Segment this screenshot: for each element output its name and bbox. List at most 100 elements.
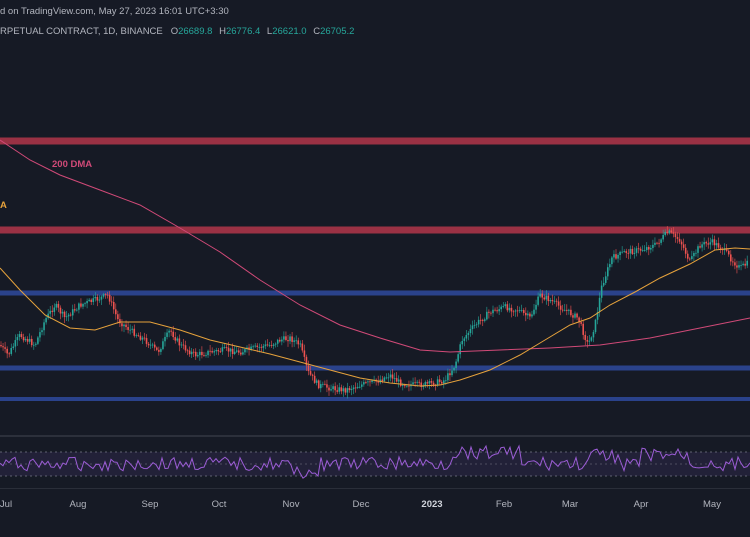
candle-body — [10, 347, 13, 354]
candle-body — [742, 263, 744, 266]
candle-body — [244, 349, 246, 353]
candle-body — [344, 388, 347, 393]
dma50-label-fragment: A — [0, 200, 7, 211]
candle-body — [611, 257, 613, 265]
candle-body — [701, 244, 703, 248]
candle-body — [486, 311, 488, 320]
candle-body — [96, 296, 99, 301]
candle-body — [393, 378, 396, 379]
candle-body — [324, 383, 326, 385]
candle-body — [744, 263, 746, 266]
candle-body — [432, 382, 435, 386]
candle-body — [8, 353, 10, 355]
candle-body — [746, 260, 748, 266]
candle-body — [240, 352, 242, 355]
candle-body — [279, 339, 281, 342]
candle-body — [192, 351, 195, 353]
candle-body — [172, 331, 174, 338]
candle-body — [250, 346, 252, 350]
candle-body — [436, 379, 439, 386]
candle-body — [137, 335, 140, 337]
candle-body — [86, 301, 88, 304]
candle-body — [594, 319, 597, 333]
candle-body — [645, 247, 648, 251]
candle-body — [61, 311, 64, 314]
candle-body — [422, 386, 425, 387]
close-value: 26705.2 — [320, 26, 355, 37]
candle-body — [336, 390, 338, 392]
candle-body — [129, 329, 131, 331]
candle-body — [283, 336, 285, 340]
candle-body — [520, 310, 523, 311]
candle-body — [51, 310, 54, 312]
candle-body — [256, 345, 259, 348]
tick-2023: 2023 — [421, 499, 443, 510]
candle-body — [559, 305, 562, 310]
rsi-line — [0, 444, 750, 479]
candle-body — [672, 232, 675, 234]
candle-body — [74, 309, 76, 311]
high-value: 26776.4 — [225, 26, 261, 37]
candle-body — [322, 383, 324, 385]
tick-jul: Jul — [0, 499, 13, 510]
candle-body — [719, 247, 722, 249]
candle-body — [131, 328, 133, 330]
candle-body — [252, 346, 254, 348]
candle-body — [689, 258, 691, 260]
candle-body — [254, 345, 256, 347]
candle-body — [317, 380, 320, 389]
candle-body — [14, 340, 17, 347]
publish-info: d on TradingView.com, May 27, 2023 16:01… — [0, 6, 229, 17]
candle-body — [418, 381, 420, 383]
candle-body — [287, 340, 289, 342]
candle-body — [539, 293, 541, 297]
candle-body — [12, 346, 15, 348]
candle-body — [707, 243, 710, 245]
candle-body — [35, 343, 37, 345]
candle-body — [211, 351, 213, 353]
candle-body — [531, 314, 533, 317]
candle-body — [592, 332, 595, 338]
candle-body — [121, 323, 123, 327]
candle-body — [328, 387, 330, 391]
candle-body — [367, 381, 369, 383]
candle-body — [229, 348, 232, 352]
candle-body — [108, 294, 111, 302]
low-label: L — [266, 26, 273, 37]
candle-body — [78, 303, 80, 310]
candle-body — [88, 299, 90, 302]
candle-body — [80, 303, 82, 307]
candle-body — [648, 247, 650, 250]
candle-body — [471, 325, 474, 330]
candle-body — [24, 339, 27, 341]
candle-body — [28, 338, 31, 342]
candle-body — [508, 307, 511, 311]
support-zone-1 — [0, 290, 750, 296]
candle-body — [162, 341, 164, 350]
candle-body — [311, 374, 314, 376]
candle-body — [59, 307, 62, 314]
candle-body — [371, 380, 373, 383]
candle-body — [363, 382, 365, 385]
candle-body — [110, 301, 113, 303]
candle-body — [453, 367, 455, 371]
candle-body — [186, 350, 189, 352]
candle-body — [219, 351, 222, 353]
candle-body — [516, 310, 519, 312]
candle-body — [518, 310, 521, 311]
candle-body — [725, 248, 728, 251]
candle-body — [63, 311, 66, 318]
candle-body — [153, 344, 156, 348]
candle-body — [397, 379, 400, 382]
candle-body — [662, 234, 664, 240]
candle-body — [350, 389, 353, 391]
candle-body — [652, 244, 654, 248]
candle-body — [490, 312, 492, 314]
candle-body — [135, 335, 138, 337]
price-chart[interactable] — [0, 0, 750, 488]
candle-body — [557, 301, 560, 306]
candle-body — [455, 361, 457, 368]
candle-body — [313, 375, 316, 383]
candle-body — [18, 334, 21, 338]
candle-body — [590, 337, 593, 341]
